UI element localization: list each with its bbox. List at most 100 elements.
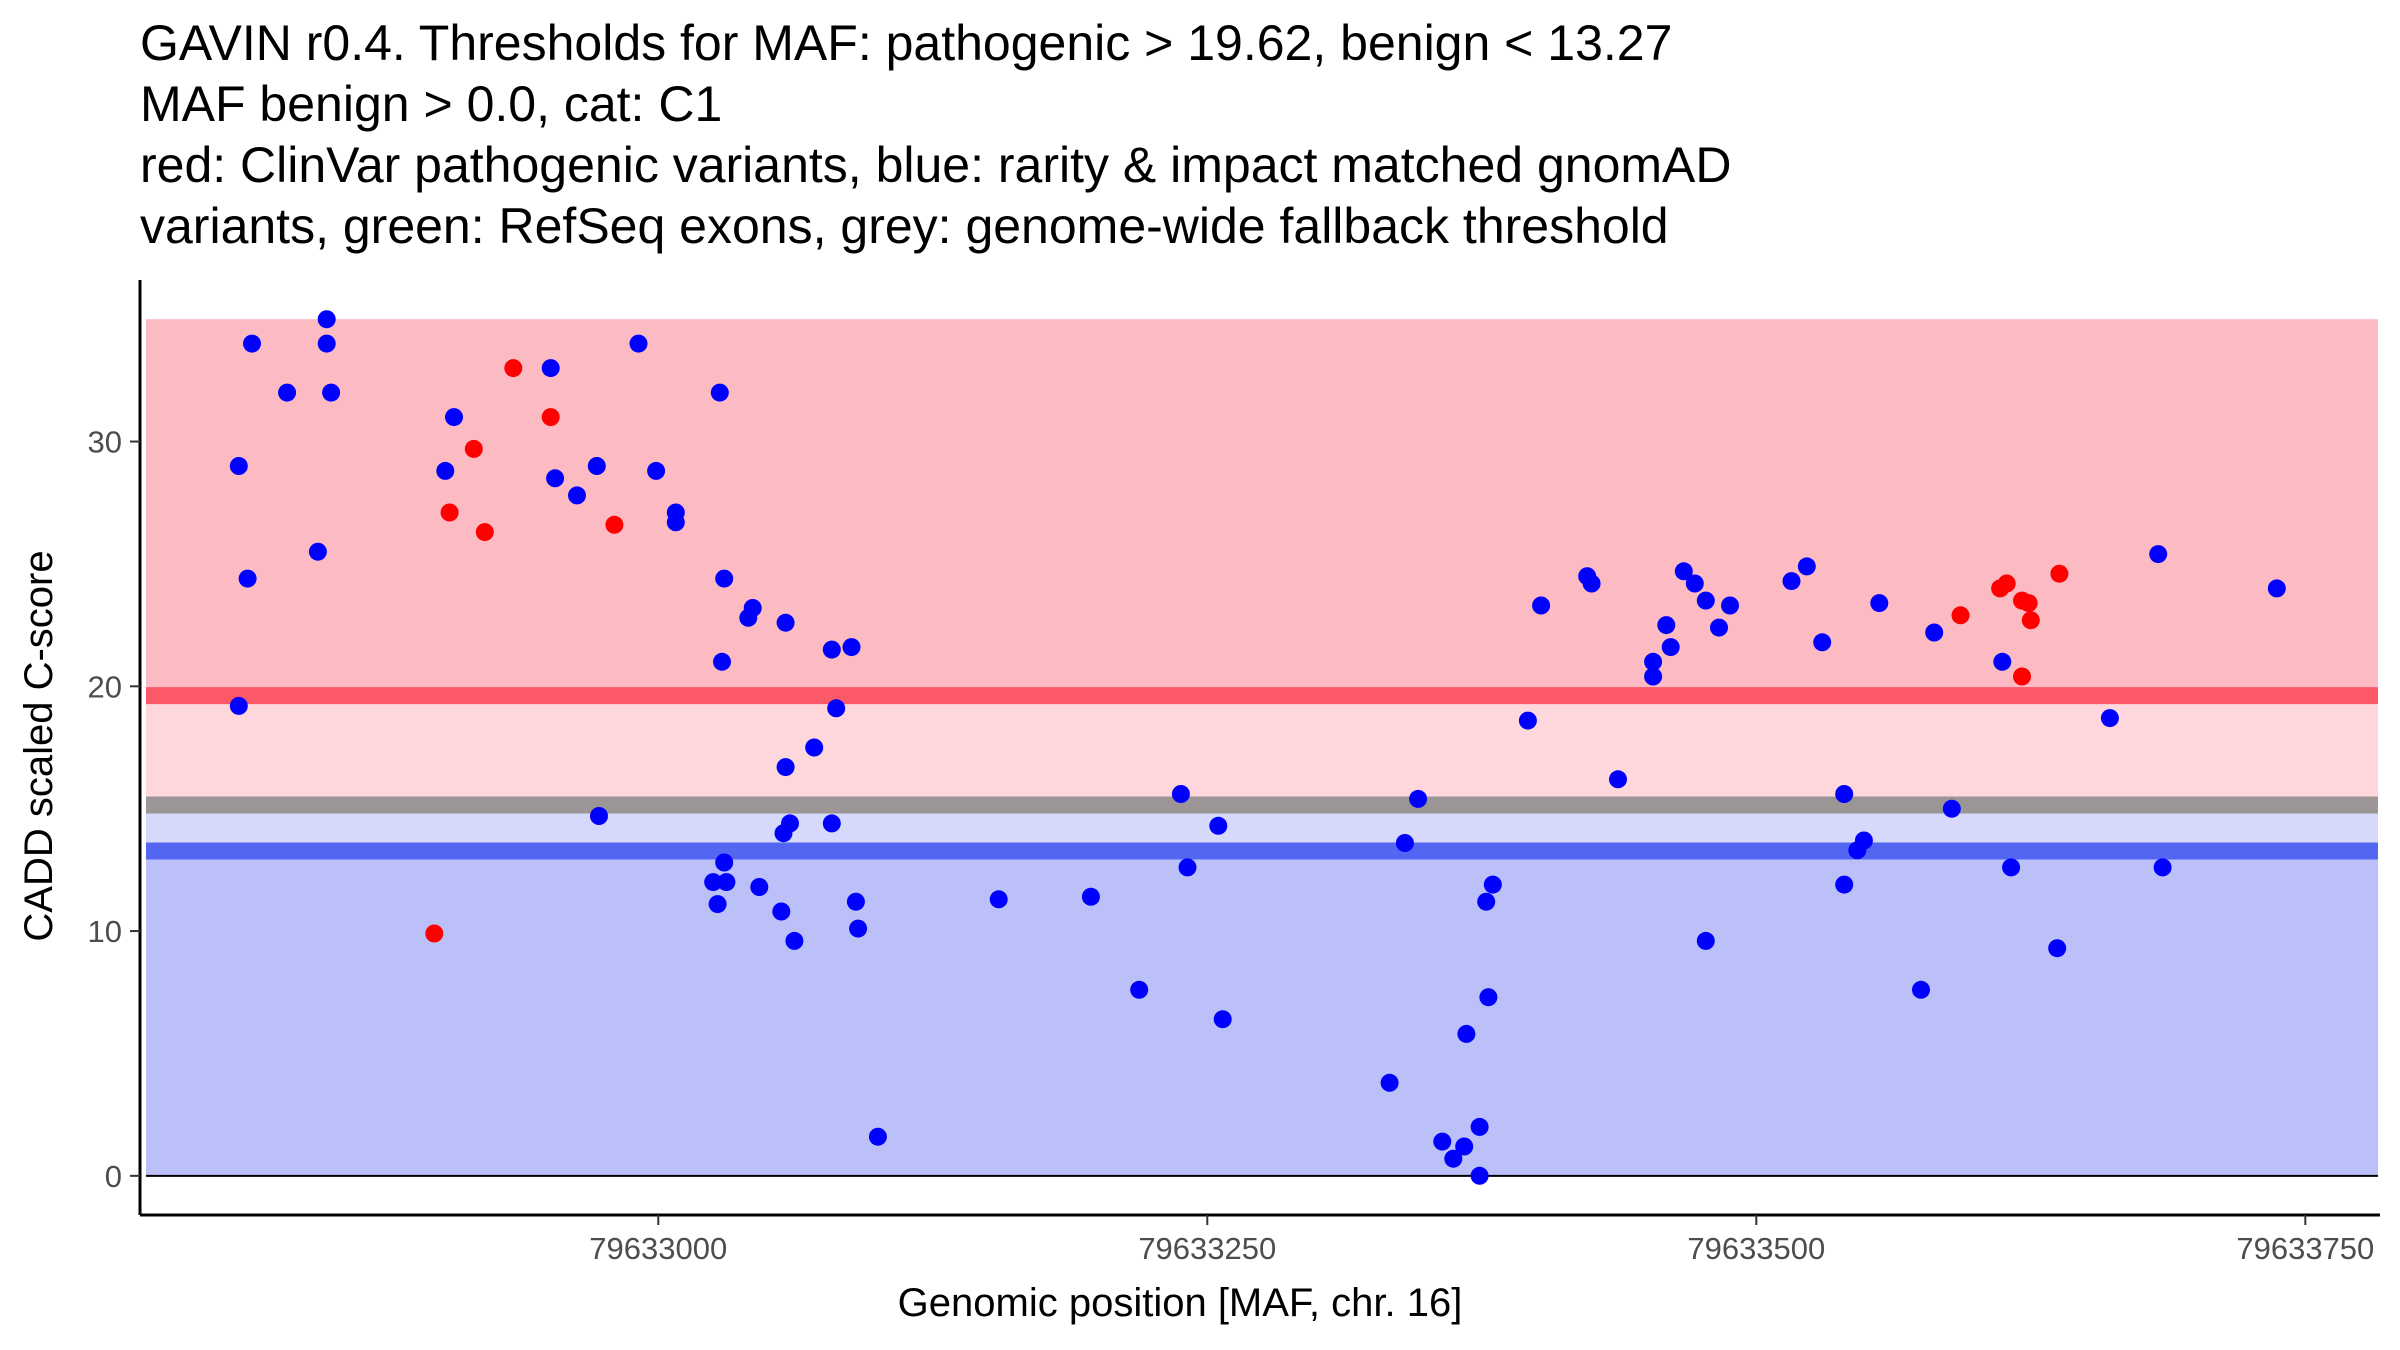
gnomad-variant-point-53 (1395, 834, 1414, 852)
title-line-2: MAF benign > 0.0, cat: C1 (140, 76, 722, 132)
gnomad-variant-point-88 (1925, 623, 1944, 642)
intermediate-region-band (146, 695, 2378, 806)
pathogenic-variant-point-12 (2019, 594, 2038, 613)
gnomad-variant-point-38 (822, 640, 841, 659)
gnomad-variant-point-87 (1912, 980, 1930, 999)
gnomad-variant-point-22 (708, 895, 727, 914)
gnomad-variant-point-86 (1870, 594, 1889, 613)
gnomad-variant-point-96 (2267, 579, 2286, 598)
gnomad-variant-point-25 (715, 569, 734, 588)
gnomad-variant-point-24 (713, 652, 731, 671)
gnomad-variant-point-60 (1470, 1166, 1489, 1185)
gnomad-variant-point-42 (846, 892, 865, 911)
title-line-1: GAVIN r0.4. Thresholds for MAF: pathogen… (140, 15, 1672, 71)
gnomad-variant-point-95 (2153, 858, 2172, 877)
gnomad-variant-point-23 (710, 383, 729, 402)
gnomad-variant-point-2 (229, 696, 248, 715)
x-tick-label-79633000: 79633000 (589, 1231, 727, 1266)
gnomad-variant-point-83 (1835, 875, 1854, 894)
gnomad-variant-point-15 (587, 457, 606, 475)
gnomad-variant-point-16 (590, 807, 608, 825)
gnomad-variant-point-51 (1213, 1010, 1232, 1029)
y-tick-label-0: 0 (105, 1159, 122, 1194)
gnomad-variant-point-33 (776, 758, 795, 777)
gnomad-variant-point-85 (1854, 831, 1873, 850)
gnomad-variant-point-57 (1455, 1137, 1474, 1156)
chart-title: GAVIN r0.4. Thresholds for MAF: pathogen… (140, 15, 1731, 254)
pathogenic-variant-point-6 (541, 408, 560, 427)
gnomad-variant-point-91 (2002, 858, 2021, 877)
gnomad-variant-point-4 (243, 334, 261, 353)
x-axis-title: Genomic position [MAF, chr. 16] (898, 1281, 1463, 1325)
title-line-3: red: ClinVar pathogenic variants, blue: … (140, 137, 1731, 193)
gnomad-variant-point-69 (1644, 652, 1663, 671)
gnomad-variant-point-74 (1685, 574, 1704, 593)
gnomad-variant-point-29 (743, 599, 762, 617)
gnomad-variant-point-26 (715, 853, 734, 872)
pathogenic-variant-point-14 (2050, 564, 2069, 583)
x-tick-label-79633250: 79633250 (1138, 1231, 1276, 1266)
gnomad-variant-point-70 (1644, 667, 1663, 686)
gnomad-variant-point-68 (1609, 770, 1627, 789)
benign-region-band (146, 851, 2378, 1176)
gnomad-variant-point-79 (1782, 572, 1801, 591)
y-tick-label-10: 10 (88, 914, 122, 949)
gnomad-variant-point-20 (666, 513, 685, 532)
gnomad-variant-point-41 (842, 638, 861, 657)
gnomad-variant-point-80 (1797, 557, 1816, 576)
gnomad-variant-point-73 (1674, 562, 1693, 581)
x-tick-label-79633750: 79633750 (2236, 1231, 2374, 1266)
gnomad-variant-point-77 (1710, 618, 1728, 637)
gnomad-variant-point-71 (1657, 616, 1676, 635)
gnomad-variant-point-56 (1444, 1149, 1463, 1168)
gnomad-variant-point-89 (1942, 799, 1961, 818)
gnomad-variant-point-81 (1813, 633, 1832, 652)
gnomad-variant-point-78 (1721, 596, 1739, 615)
pathogenic-variant-point-15 (2013, 667, 2031, 686)
gnomad-variant-point-46 (1081, 887, 1100, 906)
x-axis-ticks: 79633000 79633250 79633500 79633750 (589, 1215, 2374, 1266)
gnomad-variant-point-21 (704, 873, 723, 892)
gnomad-variant-point-17 (629, 334, 648, 353)
gnomad-variant-point-40 (827, 699, 846, 718)
gnomad-variant-point-11 (445, 408, 463, 427)
y-tick-label-20: 20 (88, 669, 122, 704)
gnomad-variant-point-12 (541, 359, 560, 378)
gnomad-variant-point-13 (546, 469, 565, 488)
gnomad-variant-point-75 (1696, 591, 1715, 610)
gnomad-variant-point-62 (1479, 988, 1498, 1007)
gnomad-variant-point-7 (317, 310, 336, 329)
x-tick-label-79633500: 79633500 (1687, 1231, 1825, 1266)
gnomad-variant-point-6 (308, 542, 327, 561)
gnomad-variant-point-49 (1178, 858, 1197, 877)
gnomad-variant-point-37 (805, 738, 824, 757)
pathogenic-variant-point-7 (605, 515, 624, 534)
gnomad-variant-point-55 (1433, 1132, 1452, 1151)
gnomad-variant-point-18 (647, 461, 666, 480)
gnomad-variant-point-90 (1993, 652, 2012, 671)
gnomad-variant-point-36 (785, 931, 804, 950)
gnomad-variant-point-39 (822, 814, 841, 833)
gnomad-variant-point-72 (1661, 638, 1680, 657)
gnomad-variant-point-61 (1477, 892, 1496, 911)
gnomad-variant-point-5 (278, 383, 297, 402)
gnomad-variant-point-31 (772, 902, 791, 921)
gnomad-variant-point-82 (1835, 785, 1854, 803)
variant-points (229, 310, 2286, 1185)
pathogenic-variant-point-3 (464, 439, 483, 458)
gnomad-variant-point-48 (1171, 785, 1190, 803)
gnomad-variant-point-94 (2149, 545, 2168, 564)
gnomad-variant-point-35 (781, 814, 799, 833)
gnomad-variant-point-34 (776, 613, 795, 632)
gnomad-variant-point-44 (868, 1127, 887, 1146)
gnomad-variant-point-92 (2048, 939, 2067, 958)
pathogenic-variant-point-1 (425, 924, 444, 943)
gnomad-variant-point-14 (568, 486, 586, 505)
y-axis-ticks: 0 10 20 30 (88, 425, 140, 1194)
gnomad-variant-point-9 (322, 383, 341, 402)
pathogenic-variant-point-8 (1951, 606, 1970, 625)
gnomad-variant-point-30 (750, 878, 769, 896)
pathogenic-variant-point-5 (504, 359, 523, 378)
gnomad-variant-point-54 (1409, 789, 1428, 808)
gnomad-variant-point-3 (238, 569, 257, 588)
